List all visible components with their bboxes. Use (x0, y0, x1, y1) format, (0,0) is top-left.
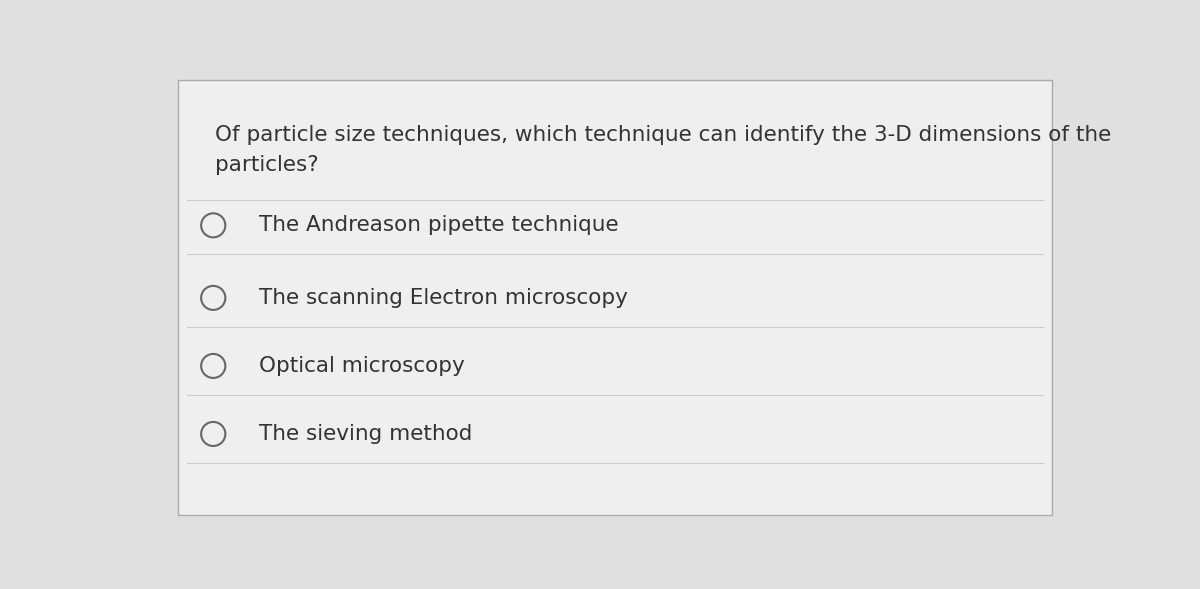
Text: The scanning Electron microscopy: The scanning Electron microscopy (259, 288, 628, 308)
Text: The sieving method: The sieving method (259, 424, 472, 444)
Text: Of particle size techniques, which technique can identify the 3-D dimensions of : Of particle size techniques, which techn… (215, 125, 1111, 175)
Text: The Andreason pipette technique: The Andreason pipette technique (259, 216, 618, 236)
FancyBboxPatch shape (178, 80, 1052, 515)
Text: Optical microscopy: Optical microscopy (259, 356, 464, 376)
